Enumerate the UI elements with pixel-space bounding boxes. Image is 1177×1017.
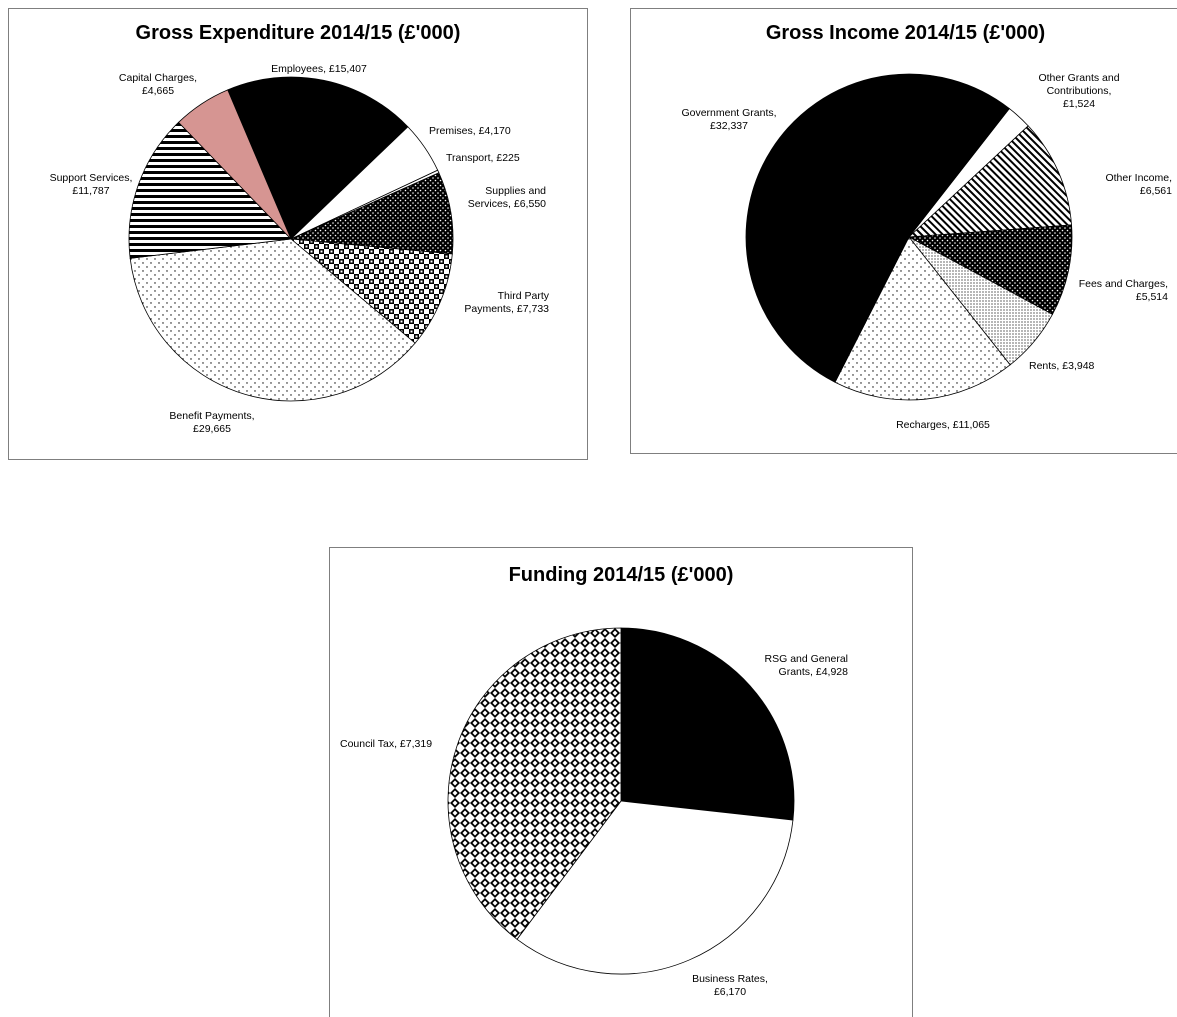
data-label-line: Support Services, xyxy=(49,172,133,184)
data-label-line: £1,524 xyxy=(1062,98,1096,110)
data-label-other-income: Other Income, £6,561 xyxy=(1105,172,1172,198)
pie-chart xyxy=(128,76,454,402)
data-label-line: Premises, £4,170 xyxy=(429,125,511,137)
data-label-line: Other Grants and xyxy=(1038,72,1120,84)
pie-slice-employees xyxy=(227,76,409,240)
data-label-government-grants: Government Grants, £32,337 xyxy=(681,107,776,133)
pie-slice-fees-and-charges xyxy=(907,224,1073,315)
pie-slice-business-rates xyxy=(516,800,794,975)
data-label-line: Recharges, £11,065 xyxy=(896,419,990,431)
data-label-line: £6,170 xyxy=(713,986,747,998)
data-label-employees: Employees, £15,407 xyxy=(271,63,367,76)
data-label-line: Council Tax, £7,319 xyxy=(340,738,433,750)
data-label-line: RSG and General xyxy=(764,653,848,665)
data-label-line: Government Grants, xyxy=(681,107,777,119)
pie-slice-support-services xyxy=(128,121,292,259)
data-label-line: Contributions, xyxy=(1046,85,1112,97)
data-label-line: Employees, £15,407 xyxy=(271,63,367,75)
data-label-premises: Premises, £4,170 xyxy=(429,125,511,138)
data-label-benefit-payments: Benefit Payments, £29,665 xyxy=(169,410,254,436)
data-label-recharges: Recharges, £11,065 xyxy=(896,419,990,432)
data-label-line: Benefit Payments, xyxy=(169,410,255,422)
data-label-line: Supplies and xyxy=(485,185,546,197)
expenditure-chart-panel: Gross Expenditure 2014/15 (£'000) Employ… xyxy=(8,8,588,460)
data-label-rents: Rents, £3,948 xyxy=(1029,360,1094,373)
data-label-line: Transport, £225 xyxy=(446,152,520,164)
data-label-line: Capital Charges, xyxy=(118,72,198,84)
data-label-line: £32,337 xyxy=(710,120,748,132)
data-label-line: £29,665 xyxy=(193,423,231,435)
pie-slice-other-income xyxy=(907,125,1072,238)
data-label-third-party-payments: Third Party Payments, £7,733 xyxy=(464,290,549,316)
pie-slice-recharges xyxy=(834,236,1011,401)
data-label-line: £4,665 xyxy=(141,85,175,97)
data-label-rsg-and-general-grants: RSG and General Grants, £4,928 xyxy=(765,653,848,679)
data-label-transport: Transport, £225 xyxy=(446,152,520,165)
pie-slice-rsg-and-general-grants xyxy=(620,627,795,821)
pie-chart xyxy=(447,627,795,975)
funding-chart-panel: Funding 2014/15 (£'000) RSG and General G… xyxy=(329,547,913,1017)
data-label-line: £11,787 xyxy=(72,185,110,197)
income-chart-title: Gross Income 2014/15 (£'000) xyxy=(765,22,1046,44)
data-label-business-rates: Business Rates, £6,170 xyxy=(692,973,768,999)
data-label-support-services: Support Services, £11,787 xyxy=(50,172,133,198)
data-label-line: Business Rates, xyxy=(692,973,768,985)
expenditure-chart-title: Gross Expenditure 2014/15 (£'000) xyxy=(135,22,461,44)
data-label-line: Third Party xyxy=(497,290,549,302)
data-label-line: Grants, £4,928 xyxy=(778,666,848,678)
data-label-supplies-and-services: Supplies and Services, £6,550 xyxy=(468,185,546,211)
pie-slice-capital-charges xyxy=(178,89,292,240)
data-label-line: £6,561 xyxy=(1139,185,1172,197)
pie-chart xyxy=(745,73,1073,401)
data-label-line: Other Income, xyxy=(1105,172,1172,184)
funding-chart-title: Funding 2014/15 (£'000) xyxy=(508,564,734,586)
pie-slice-third-party-payments xyxy=(289,238,453,344)
data-label-capital-charges: Capital Charges, £4,665 xyxy=(119,72,197,98)
data-label-line: Payments, £7,733 xyxy=(464,303,549,315)
data-label-line: £5,514 xyxy=(1135,291,1168,303)
pie-slice-benefit-payments xyxy=(129,238,416,402)
pie-slice-government-grants xyxy=(745,73,1010,383)
data-label-other-grants-and-contributions: Other Grants and Contributions, £1,524 xyxy=(1038,72,1119,111)
data-label-council-tax: Council Tax, £7,319 xyxy=(340,738,432,751)
data-label-line: Fees and Charges, xyxy=(1078,278,1168,290)
data-label-line: Services, £6,550 xyxy=(467,198,546,210)
pie-slice-council-tax xyxy=(447,627,622,940)
data-label-line: Rents, £3,948 xyxy=(1029,360,1095,372)
income-chart-panel: Gross Income 2014/15 (£'000) Other Grant… xyxy=(630,8,1177,454)
data-label-fees-and-charges: Fees and Charges, £5,514 xyxy=(1079,278,1168,304)
